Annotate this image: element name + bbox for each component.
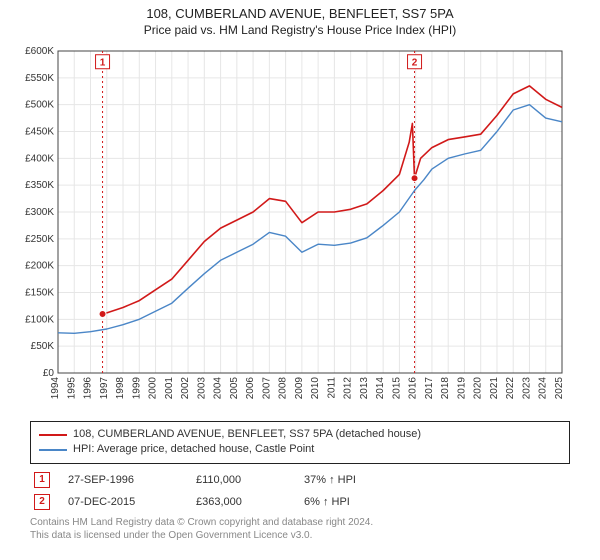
svg-text:£100K: £100K bbox=[25, 314, 54, 325]
svg-text:2010: 2010 bbox=[310, 377, 321, 400]
sale-pct: 6% ↑ HPI bbox=[304, 496, 394, 508]
svg-text:2020: 2020 bbox=[473, 377, 484, 400]
footer-attribution: Contains HM Land Registry data © Crown c… bbox=[30, 516, 570, 542]
svg-text:2015: 2015 bbox=[391, 377, 402, 400]
legend-item: HPI: Average price, detached house, Cast… bbox=[39, 442, 561, 457]
svg-text:2004: 2004 bbox=[213, 377, 224, 400]
chart-area: £0£50K£100K£150K£200K£250K£300K£350K£400… bbox=[10, 43, 570, 413]
legend: 108, CUMBERLAND AVENUE, BENFLEET, SS7 5P… bbox=[30, 421, 570, 464]
svg-text:1994: 1994 bbox=[50, 377, 61, 400]
sale-price: £110,000 bbox=[196, 474, 286, 486]
svg-text:£550K: £550K bbox=[25, 73, 54, 84]
svg-text:2008: 2008 bbox=[278, 377, 289, 400]
sale-marker-icon: 2 bbox=[34, 494, 50, 510]
svg-text:2006: 2006 bbox=[245, 377, 256, 400]
svg-text:2003: 2003 bbox=[196, 377, 207, 400]
svg-text:£400K: £400K bbox=[25, 153, 54, 164]
svg-text:2012: 2012 bbox=[343, 377, 354, 400]
sale-date: 07-DEC-2015 bbox=[68, 496, 178, 508]
svg-text:2024: 2024 bbox=[538, 377, 549, 400]
chart-title: 108, CUMBERLAND AVENUE, BENFLEET, SS7 5P… bbox=[0, 6, 600, 21]
svg-text:2018: 2018 bbox=[440, 377, 451, 400]
price-chart: £0£50K£100K£150K£200K£250K£300K£350K£400… bbox=[10, 43, 570, 413]
svg-text:2016: 2016 bbox=[408, 377, 419, 400]
legend-label: HPI: Average price, detached house, Cast… bbox=[73, 442, 314, 457]
svg-text:2022: 2022 bbox=[505, 377, 516, 400]
svg-text:£250K: £250K bbox=[25, 234, 54, 245]
svg-text:£150K: £150K bbox=[25, 288, 54, 299]
svg-text:2002: 2002 bbox=[180, 377, 191, 400]
sale-price: £363,000 bbox=[196, 496, 286, 508]
svg-text:2017: 2017 bbox=[424, 377, 435, 400]
svg-text:2: 2 bbox=[412, 58, 418, 69]
sales-table: 1 27-SEP-1996 £110,000 37% ↑ HPI 2 07-DE… bbox=[30, 472, 570, 510]
svg-text:2019: 2019 bbox=[456, 377, 467, 400]
svg-text:2007: 2007 bbox=[261, 377, 272, 400]
svg-text:2014: 2014 bbox=[375, 377, 386, 400]
footer-line: Contains HM Land Registry data © Crown c… bbox=[30, 516, 570, 529]
svg-text:£50K: £50K bbox=[31, 341, 55, 352]
svg-text:2025: 2025 bbox=[554, 377, 565, 400]
svg-text:2013: 2013 bbox=[359, 377, 370, 400]
svg-text:1998: 1998 bbox=[115, 377, 126, 400]
svg-text:1997: 1997 bbox=[99, 377, 110, 400]
svg-text:2005: 2005 bbox=[229, 377, 240, 400]
svg-text:1996: 1996 bbox=[83, 377, 94, 400]
chart-header: 108, CUMBERLAND AVENUE, BENFLEET, SS7 5P… bbox=[0, 0, 600, 39]
legend-swatch bbox=[39, 449, 67, 451]
sales-row: 2 07-DEC-2015 £363,000 6% ↑ HPI bbox=[30, 494, 570, 510]
svg-text:2021: 2021 bbox=[489, 377, 500, 400]
svg-text:2000: 2000 bbox=[148, 377, 159, 400]
legend-item: 108, CUMBERLAND AVENUE, BENFLEET, SS7 5P… bbox=[39, 427, 561, 442]
svg-text:2001: 2001 bbox=[164, 377, 175, 400]
svg-text:1995: 1995 bbox=[66, 377, 77, 400]
sale-pct: 37% ↑ HPI bbox=[304, 474, 394, 486]
svg-text:£200K: £200K bbox=[25, 261, 54, 272]
svg-text:2023: 2023 bbox=[521, 377, 532, 400]
svg-text:1: 1 bbox=[100, 58, 106, 69]
svg-text:£350K: £350K bbox=[25, 180, 54, 191]
sale-marker-icon: 1 bbox=[34, 472, 50, 488]
svg-text:2011: 2011 bbox=[326, 377, 337, 399]
sales-row: 1 27-SEP-1996 £110,000 37% ↑ HPI bbox=[30, 472, 570, 488]
svg-text:£300K: £300K bbox=[25, 207, 54, 218]
chart-subtitle: Price paid vs. HM Land Registry's House … bbox=[0, 23, 600, 37]
footer-line: This data is licensed under the Open Gov… bbox=[30, 529, 570, 542]
legend-swatch bbox=[39, 434, 67, 436]
svg-text:£500K: £500K bbox=[25, 100, 54, 111]
legend-label: 108, CUMBERLAND AVENUE, BENFLEET, SS7 5P… bbox=[73, 427, 421, 442]
svg-text:1999: 1999 bbox=[131, 377, 142, 400]
svg-text:2009: 2009 bbox=[294, 377, 305, 400]
svg-text:£600K: £600K bbox=[25, 46, 54, 57]
svg-text:£450K: £450K bbox=[25, 127, 54, 138]
sale-date: 27-SEP-1996 bbox=[68, 474, 178, 486]
